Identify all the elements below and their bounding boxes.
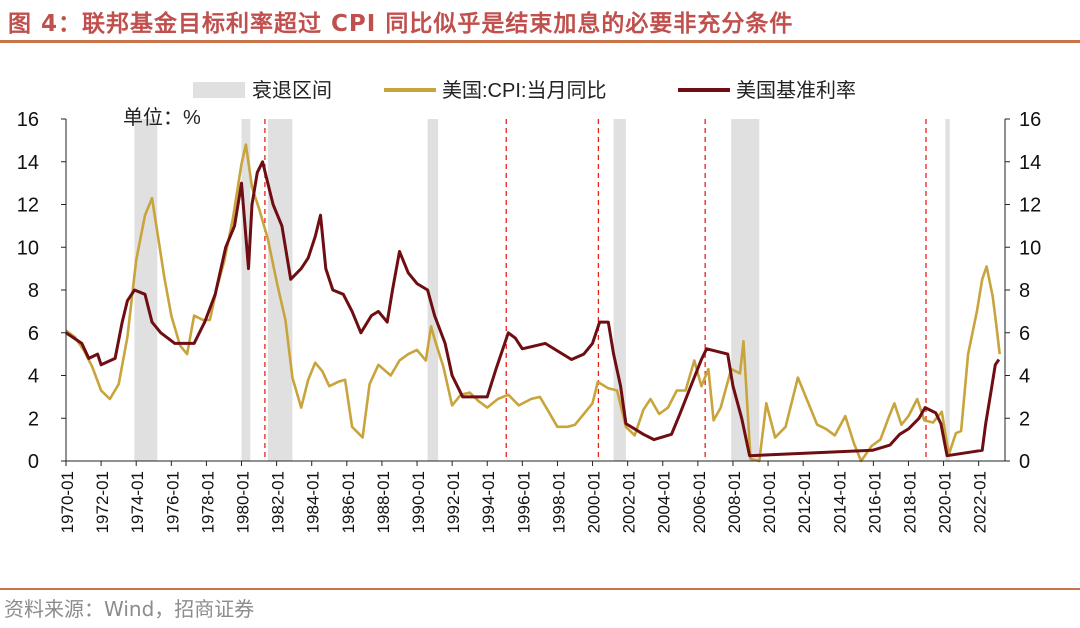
- recession-bands: [134, 119, 950, 461]
- x-tick-label: 2020-01: [936, 471, 955, 533]
- recession-band: [241, 119, 251, 461]
- marker-lines: [264, 119, 927, 461]
- x-tick-label: 2000-01: [585, 471, 604, 533]
- recession-band: [134, 119, 158, 461]
- x-tick-label: 1990-01: [409, 471, 428, 533]
- y-tick-label-right: 10: [1019, 237, 1041, 259]
- title-underline: [0, 40, 1080, 43]
- y-tick-label-left: 0: [28, 451, 39, 473]
- legend-cpi-label: 美国:CPI:当月同比: [442, 79, 606, 102]
- x-tick-label: 2014-01: [830, 471, 849, 533]
- y-tick-label-left: 16: [17, 109, 39, 131]
- cpi-yoy-line: [65, 143, 1001, 463]
- x-tick-label: 1988-01: [374, 471, 393, 533]
- fed-rate-line: [65, 160, 1001, 458]
- axes: 0 0 2 2 4 4 6 6 8 8 10 10 12 12 14 14 16 16 1970-01 1972-01…: [17, 109, 1042, 533]
- x-tick-label: 2010-01: [760, 471, 779, 533]
- x-tick-label: 1980-01: [234, 471, 253, 533]
- y-tick-label-left: 10: [17, 237, 39, 259]
- x-tick-label: 2002-01: [620, 471, 639, 533]
- x-tick-label: 1976-01: [163, 471, 182, 533]
- recession-band: [945, 119, 950, 461]
- x-tick-label: 1992-01: [444, 471, 463, 533]
- x-tick-label: 2004-01: [655, 471, 674, 533]
- recession-band: [613, 119, 626, 461]
- series-lines: [65, 143, 1001, 463]
- x-tick-label: 2008-01: [725, 471, 744, 533]
- y-tick-label-right: 4: [1019, 366, 1030, 388]
- legend: 衰退区间 美国:CPI:当月同比 美国基准利率: [193, 79, 856, 102]
- y-tick-label-left: 2: [28, 408, 39, 430]
- y-tick-label-left: 8: [28, 280, 39, 302]
- y-tick-label-left: 14: [17, 152, 39, 174]
- unit-label: 单位：%: [123, 106, 201, 129]
- x-tick-label: 2022-01: [971, 471, 990, 533]
- x-tick-label: 1974-01: [128, 471, 147, 533]
- y-tick-label-right: 2: [1019, 408, 1030, 430]
- x-tick-label: 1978-01: [198, 471, 217, 533]
- y-tick-label-left: 4: [28, 366, 39, 388]
- y-tick-label-right: 14: [1019, 152, 1041, 174]
- x-tick-label: 1998-01: [549, 471, 568, 533]
- y-tick-label-left: 12: [17, 195, 39, 217]
- x-tick-label: 1984-01: [304, 471, 323, 533]
- y-tick-label-right: 0: [1019, 451, 1030, 473]
- x-tick-label: 1996-01: [514, 471, 533, 533]
- legend-recession-label: 衰退区间: [252, 79, 332, 102]
- x-tick-label: 1972-01: [93, 471, 112, 533]
- x-tick-label: 2016-01: [865, 471, 884, 533]
- legend-recession-swatch: [193, 82, 245, 98]
- recession-band: [267, 119, 293, 461]
- y-tick-label-right: 6: [1019, 323, 1030, 345]
- x-tick-label: 1982-01: [269, 471, 288, 533]
- page-title: 图 4：联邦基金目标利率超过 CPI 同比似乎是结束加息的必要非充分条件: [8, 11, 794, 37]
- x-tick-label: 2018-01: [900, 471, 919, 533]
- source-divider: [0, 588, 1080, 590]
- y-tick-label-left: 6: [28, 323, 39, 345]
- x-tick-label: 2012-01: [795, 471, 814, 533]
- x-tick-label: 1970-01: [58, 471, 77, 533]
- y-tick-label-right: 8: [1019, 280, 1030, 302]
- x-tick-label: 2006-01: [690, 471, 709, 533]
- recession-band: [427, 119, 439, 461]
- recession-band: [731, 119, 760, 461]
- source-note: 资料来源：Wind，招商证券: [4, 597, 255, 621]
- x-tick-label: 1994-01: [479, 471, 498, 533]
- legend-rate-label: 美国基准利率: [736, 79, 856, 102]
- y-tick-label-right: 12: [1019, 195, 1041, 217]
- x-tick-label: 1986-01: [339, 471, 358, 533]
- chart: 0 0 2 2 4 4 6 6 8 8 10 10 12 12 14 14 16 16 1970-01 1972-01…: [17, 79, 1042, 533]
- y-tick-label-right: 16: [1019, 109, 1041, 131]
